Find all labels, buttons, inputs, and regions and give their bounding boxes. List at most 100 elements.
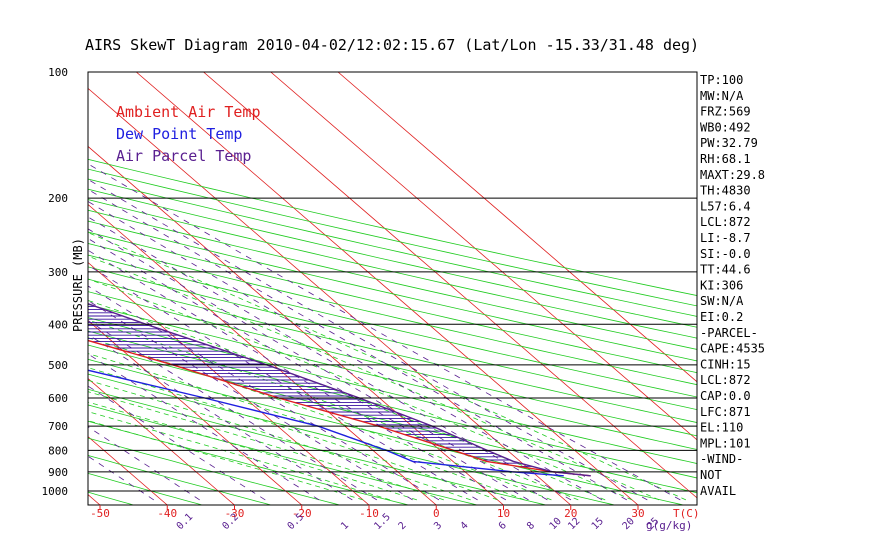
isotherm-line: [88, 145, 504, 505]
dry-adiabat-line: [88, 243, 697, 386]
moist-adiabat-line: [88, 255, 660, 501]
moist-adiabat-line: [88, 391, 444, 501]
legend-entry: Ambient Air Temp: [116, 103, 261, 121]
mixing-ratio-label: 6: [497, 520, 509, 532]
dry-adiabat-line: [88, 178, 697, 317]
sounding-index: WB0:492: [700, 120, 751, 134]
sounding-index: FRZ:569: [700, 105, 751, 119]
sounding-index: AVAIL: [700, 484, 736, 498]
dry-adiabat-line: [88, 266, 697, 411]
pressure-tick-label: 300: [48, 266, 68, 279]
dry-adiabat-line: [88, 373, 615, 505]
sounding-index: -WIND-: [700, 452, 743, 466]
bottom-tick-label: -10: [359, 507, 379, 520]
pressure-tick-label: 100: [48, 66, 68, 79]
isotherm-line: [337, 72, 697, 383]
ambient-temp-curve: [88, 339, 591, 477]
sounding-index: CINH:15: [700, 357, 751, 371]
mixing-ratio-axis-label: g(g/kg): [646, 519, 692, 532]
isotherm-line: [88, 261, 370, 505]
pressure-tick-label: 600: [48, 392, 68, 405]
mixing-ratio-label: 4: [459, 520, 471, 532]
pressure-tick-label: 200: [48, 192, 68, 205]
bottom-tick-label: -20: [292, 507, 312, 520]
dry-adiabat-line: [88, 330, 697, 479]
moist-adiabat-line: [88, 411, 391, 501]
dry-adiabat-line: [88, 291, 697, 437]
sounding-index: MAXT:29.8: [700, 168, 765, 182]
isotherm-line: [270, 72, 697, 441]
dry-adiabat-line: [88, 358, 684, 505]
sounding-index: TP:100: [700, 73, 743, 87]
dry-adiabat-line: [88, 278, 697, 424]
sounding-index: TT:44.6: [700, 263, 751, 277]
dry-adiabat-line: [88, 317, 697, 464]
isotherm-line: [88, 203, 437, 505]
dry-adiabat-line: [88, 420, 409, 505]
sounding-index: MW:N/A: [700, 89, 744, 103]
mixing-ratio-label: 1: [339, 520, 351, 532]
bottom-tick-label: 10: [497, 507, 510, 520]
pressure-tick-label: 500: [48, 359, 68, 372]
mixing-ratio-label: 0.1: [175, 512, 196, 533]
dry-adiabat-line: [88, 158, 697, 296]
legend-entry: Dew Point Temp: [116, 125, 242, 143]
dry-adiabat-line: [88, 388, 546, 505]
legend-entry: Air Parcel Temp: [116, 147, 251, 165]
moist-adiabat-line: [88, 420, 364, 501]
dry-adiabat-line: [88, 199, 697, 339]
sounding-index: LCL:872: [700, 215, 751, 229]
bottom-tick-label: -50: [90, 507, 110, 520]
sounding-index: MPL:101: [700, 436, 751, 450]
sounding-index: CAPE:4535: [700, 342, 765, 356]
isotherm-line: [203, 72, 697, 499]
dry-adiabat-line: [88, 231, 697, 374]
isotherm-line: [88, 378, 235, 505]
dry-adiabat-line: [88, 454, 272, 505]
dry-adiabat-line: [88, 472, 203, 505]
moist-adiabat-line: [88, 367, 498, 501]
isotherm-line: [135, 72, 639, 505]
moist-adiabat-line: [88, 379, 471, 501]
sounding-index: L57:6.4: [700, 199, 751, 213]
sounding-index: PW:32.79: [700, 136, 758, 150]
dry-adiabat-line: [88, 209, 697, 350]
dry-adiabat-line: [88, 254, 697, 398]
pressure-tick-label: 900: [48, 466, 68, 479]
sounding-index: RH:68.1: [700, 152, 751, 166]
parcel-temp-curve: [88, 303, 591, 477]
sounding-index: -PARCEL-: [700, 326, 758, 340]
mixing-ratio-label: 15: [590, 516, 606, 532]
dry-adiabat-line: [88, 437, 340, 505]
moist-adiabat-line: [88, 319, 579, 501]
sounding-index: TH:4830: [700, 184, 751, 198]
sounding-index: SW:N/A: [700, 294, 744, 308]
pressure-tick-label: 800: [48, 444, 68, 457]
chart-title: AIRS SkewT Diagram 2010-04-02/12:02:15.6…: [85, 36, 699, 54]
pressure-tick-label: 400: [48, 318, 68, 331]
bottom-tick-label: -40: [157, 507, 177, 520]
isotherm-line: [0, 72, 33, 505]
plot-border: [87, 71, 698, 506]
mixing-ratio-label: 8: [525, 520, 537, 532]
dry-adiabat-line: [88, 220, 697, 362]
mixing-ratio-label: 2: [397, 520, 409, 532]
pressure-tick-label: 1000: [42, 485, 69, 498]
moist-adiabat-line: [88, 353, 525, 501]
sounding-index: EL:110: [700, 421, 743, 435]
dry-adiabat-line: [0, 72, 65, 505]
bottom-tick-label: 0: [433, 507, 440, 520]
sounding-index: NOT: [700, 468, 722, 482]
dry-adiabat-line: [88, 188, 697, 328]
sounding-index: EI:0.2: [700, 310, 743, 324]
bottom-tick-label: 20: [564, 507, 577, 520]
sounding-index: SI:-0.0: [700, 247, 751, 261]
sounding-index: CAP:0.0: [700, 389, 751, 403]
dry-adiabat-line: [88, 344, 697, 494]
sounding-index: LI:-8.7: [700, 231, 751, 245]
dry-adiabat-line: [88, 404, 478, 505]
isotherm-line: [88, 320, 303, 505]
y-axis-label: PRESSURE (MB): [71, 238, 85, 332]
moist-adiabat-line: [88, 232, 687, 501]
